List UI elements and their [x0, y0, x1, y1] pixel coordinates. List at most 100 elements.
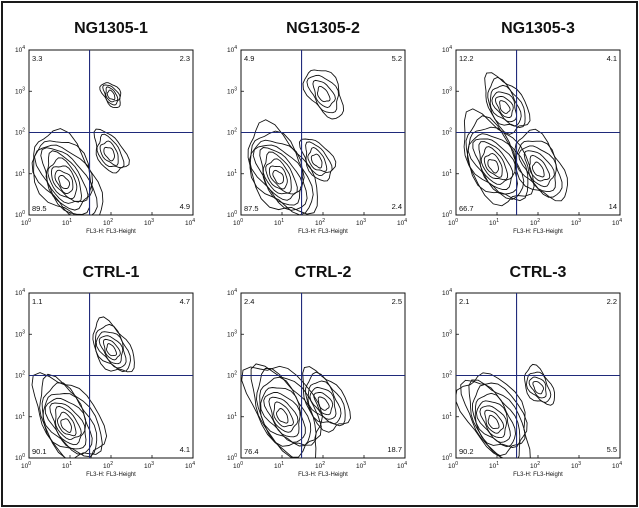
quadrant-upper-left-percent: 1.1: [32, 297, 42, 306]
density-contour: [306, 74, 339, 114]
panel-title: NG1305-3: [501, 20, 575, 37]
quadrant-upper-left-percent: 3.3: [32, 54, 42, 63]
x-tick-label: 100: [21, 218, 31, 227]
y-tick-label: 102: [442, 371, 452, 380]
density-contour: [106, 343, 117, 357]
density-contour: [515, 140, 563, 198]
density-contour: [467, 133, 518, 195]
density-contour: [528, 154, 551, 182]
x-tick-label: 101: [274, 461, 284, 470]
density-contour: [471, 384, 521, 448]
quadrant-upper-left-percent: 2.1: [459, 297, 469, 306]
y-tick-label: 103: [227, 329, 237, 338]
y-tick-label: 101: [442, 412, 452, 421]
quadrant-lower-right-percent: 4.1: [180, 445, 190, 454]
density-contour: [302, 366, 351, 433]
x-tick-label: 103: [571, 218, 581, 227]
quadrant-upper-right-percent: 2.3: [180, 54, 190, 63]
density-contour: [468, 379, 526, 457]
quadrant-lower-right-percent: 2.4: [392, 202, 402, 211]
density-contour: [531, 161, 545, 178]
contour-group: [31, 316, 135, 458]
density-contour: [250, 363, 322, 458]
x-tick-label: 100: [233, 218, 243, 227]
panel-title: CTRL-2: [295, 264, 352, 281]
density-contour: [307, 147, 328, 172]
density-contour: [456, 372, 531, 458]
density-contour: [305, 141, 333, 177]
density-contour: [50, 165, 78, 200]
quadrant-lower-right-percent: 18.7: [387, 445, 402, 454]
x-tick-label: 103: [144, 461, 154, 470]
quadrant-lower-right-percent: 4.9: [180, 202, 190, 211]
density-contour: [532, 381, 544, 395]
x-tick-label: 102: [315, 218, 325, 227]
quadrant-upper-right-percent: 5.2: [392, 54, 402, 63]
density-contour: [514, 128, 568, 202]
density-contour: [92, 316, 135, 373]
panel-title: CTRL-1: [83, 264, 140, 281]
x-tick-label: 104: [397, 461, 407, 470]
density-contour: [102, 338, 121, 361]
panel-title: NG1305-1: [74, 20, 148, 37]
y-tick-label: 101: [227, 412, 237, 421]
density-contour: [54, 169, 74, 194]
density-contour: [252, 144, 305, 206]
density-contour: [484, 72, 531, 135]
density-contour: [103, 146, 115, 162]
x-tick-label: 104: [612, 461, 622, 470]
x-tick-label: 102: [530, 218, 540, 227]
x-tick-label: 100: [233, 461, 243, 470]
density-contour: [489, 84, 522, 127]
quadrant-upper-right-percent: 4.1: [607, 54, 617, 63]
panel-title: NG1305-2: [286, 20, 360, 37]
density-contour: [307, 380, 342, 425]
x-tick-label: 103: [356, 218, 366, 227]
contour-group: [31, 82, 130, 215]
y-tick-label: 104: [442, 288, 452, 297]
density-contour: [463, 108, 535, 207]
y-tick-label: 100: [442, 453, 452, 462]
x-tick-label: 104: [397, 218, 407, 227]
density-contour: [54, 405, 82, 440]
x-tick-label: 103: [356, 461, 366, 470]
density-contour: [487, 76, 526, 128]
density-contour: [94, 323, 131, 373]
y-tick-label: 100: [227, 210, 237, 219]
density-contour: [96, 133, 125, 169]
contour-group: [456, 363, 555, 458]
density-contour: [273, 401, 294, 428]
density-contour: [33, 128, 104, 215]
y-tick-label: 101: [227, 169, 237, 178]
density-contour: [526, 371, 552, 403]
density-contour: [483, 153, 503, 178]
density-contour: [58, 174, 71, 189]
density-contour: [518, 145, 557, 192]
x-axis-label: FL3-H: FL3-Height: [86, 229, 136, 235]
x-axis-label: FL3-H: FL3-Height: [513, 229, 563, 235]
quadrant-upper-right-percent: 2.5: [392, 297, 402, 306]
density-contour: [99, 140, 119, 166]
density-contour: [460, 379, 528, 458]
density-contour: [317, 85, 331, 103]
density-contour: [98, 335, 124, 365]
density-contour: [56, 411, 77, 437]
density-contour: [247, 119, 318, 215]
density-contour: [309, 386, 337, 420]
quadrant-lower-right-percent: 14: [609, 202, 617, 211]
x-tick-label: 104: [185, 218, 195, 227]
density-contour: [276, 408, 289, 424]
density-contour: [312, 79, 336, 108]
density-contour: [524, 363, 555, 406]
density-contour: [256, 368, 317, 447]
x-tick-label: 104: [185, 461, 195, 470]
quadrant-upper-right-percent: 2.2: [607, 297, 617, 306]
density-contour: [47, 157, 82, 203]
density-contour: [302, 69, 345, 120]
density-contour: [474, 392, 516, 448]
x-axis-label: FL3-H: FL3-Height: [298, 472, 348, 478]
density-contour: [259, 147, 303, 201]
